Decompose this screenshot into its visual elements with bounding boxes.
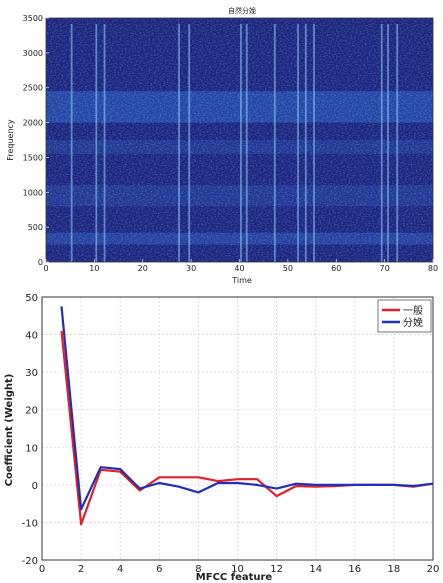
mfcc-y-tick-1: -10 bbox=[22, 518, 38, 529]
spectrogram-streak-2 bbox=[103, 24, 106, 262]
mfcc-y-tick-2: 0 bbox=[32, 481, 38, 492]
mfcc-y-axis-label: Coefficient (Weight) bbox=[4, 374, 15, 487]
spectrogram-x-tick-4: 40 bbox=[234, 264, 244, 273]
mfcc-grid bbox=[41, 296, 434, 561]
spectrogram-y-tick-3: 1500 bbox=[23, 153, 43, 162]
mfcc-x-tick-6: 12 bbox=[270, 564, 283, 575]
spectrogram-plot-area bbox=[45, 17, 434, 263]
spectrogram-streak-0 bbox=[70, 24, 73, 262]
spectrogram-y-tick-0: 0 bbox=[38, 258, 43, 267]
spectrogram-y-ticks: 0 500 1000 1500 2000 2500 3000 3500 bbox=[23, 14, 43, 267]
spectrogram-x-tick-5: 50 bbox=[283, 264, 293, 273]
spectrogram-y-tick-2: 1000 bbox=[23, 188, 43, 197]
spectrogram-streak-13 bbox=[396, 24, 399, 262]
spectrogram-streak-11 bbox=[380, 24, 383, 262]
spectrogram-texture bbox=[46, 18, 433, 262]
spectrogram-chart: 自然分娩 0 10 20 30 40 50 60 70 80 0 500 1000 1500 2000 2… bbox=[6, 6, 438, 285]
mfcc-y-tick-6: 40 bbox=[25, 331, 38, 342]
spectrogram-y-tick-6: 3000 bbox=[23, 49, 43, 58]
mfcc-x-tick-9: 18 bbox=[388, 564, 401, 575]
mfcc-y-tick-0: -20 bbox=[22, 556, 38, 567]
mfcc-x-tick-8: 16 bbox=[348, 564, 361, 575]
mfcc-series-line-0 bbox=[60, 330, 434, 526]
mfcc-y-tick-3: 10 bbox=[25, 443, 38, 454]
spectrogram-streak-1 bbox=[95, 24, 98, 262]
spectrogram-x-tick-0: 0 bbox=[43, 264, 48, 273]
mfcc-plot-frame bbox=[41, 296, 434, 561]
mfcc-y-ticks: -20 -10 0 10 20 30 40 50 bbox=[22, 293, 38, 567]
spectrogram-streak-12 bbox=[387, 24, 389, 262]
spectrogram-y-tick-1: 500 bbox=[28, 223, 43, 232]
spectrogram-streak-10 bbox=[313, 24, 315, 262]
spectrogram-streak-7 bbox=[273, 24, 276, 262]
mfcc-x-tick-4: 8 bbox=[195, 564, 201, 575]
spectrogram-x-tick-7: 70 bbox=[380, 264, 390, 273]
mfcc-x-axis-label: MFCC feature bbox=[196, 572, 273, 583]
mfcc-y-tick-4: 20 bbox=[25, 406, 38, 417]
mfcc-legend-box bbox=[377, 299, 432, 333]
spectrogram-streak-6 bbox=[245, 24, 248, 262]
spectrogram-y-tick-5: 2500 bbox=[23, 84, 43, 93]
spectrogram-x-tick-2: 20 bbox=[138, 264, 148, 273]
spectrogram-x-tick-1: 10 bbox=[89, 264, 99, 273]
spectrogram-title: 自然分娩 bbox=[228, 6, 256, 15]
spectrogram-x-tick-6: 60 bbox=[331, 264, 341, 273]
mfcc-x-tick-10: 20 bbox=[427, 564, 440, 575]
spectrogram-streak-4 bbox=[188, 24, 191, 262]
spectrogram-x-tick-3: 30 bbox=[186, 264, 196, 273]
mfcc-x-tick-1: 2 bbox=[78, 564, 84, 575]
spectrogram-x-ticks: 0 10 20 30 40 50 60 70 80 bbox=[43, 264, 438, 273]
mfcc-legend-label-1: 分娩 bbox=[403, 316, 423, 329]
spectrogram-streak-9 bbox=[304, 24, 307, 262]
mfcc-series-line-1 bbox=[60, 306, 434, 511]
mfcc-x-tick-2: 4 bbox=[117, 564, 123, 575]
spectrogram-y-axis-label: Frequency bbox=[6, 119, 15, 161]
spectrogram-x-axis-label: Time bbox=[231, 276, 252, 285]
mfcc-x-tick-7: 14 bbox=[309, 564, 322, 575]
mfcc-x-ticks: 0 2 4 6 8 10 12 14 16 18 20 bbox=[39, 564, 440, 575]
spectrogram-y-tick-7: 3500 bbox=[23, 14, 43, 23]
mfcc-legend-label-0: 一般 bbox=[403, 304, 423, 317]
mfcc-y-tick-5: 30 bbox=[25, 368, 38, 379]
spectrogram-streak-8 bbox=[297, 24, 299, 262]
spectrogram-streak-5 bbox=[240, 24, 242, 262]
mfcc-line-chart: 0 2 4 6 8 10 12 14 16 18 20 -20 -10 0 10 20 30 40 50 一般分娩… bbox=[4, 293, 439, 583]
spectrogram-x-tick-8: 80 bbox=[428, 264, 438, 273]
mfcc-series bbox=[60, 306, 434, 526]
spectrogram-streak-3 bbox=[178, 24, 180, 262]
mfcc-y-tick-7: 50 bbox=[25, 293, 38, 304]
mfcc-x-tick-5: 10 bbox=[231, 564, 244, 575]
spectrogram-y-tick-4: 2000 bbox=[23, 119, 43, 128]
mfcc-x-tick-0: 0 bbox=[39, 564, 45, 575]
mfcc-x-tick-3: 6 bbox=[156, 564, 162, 575]
